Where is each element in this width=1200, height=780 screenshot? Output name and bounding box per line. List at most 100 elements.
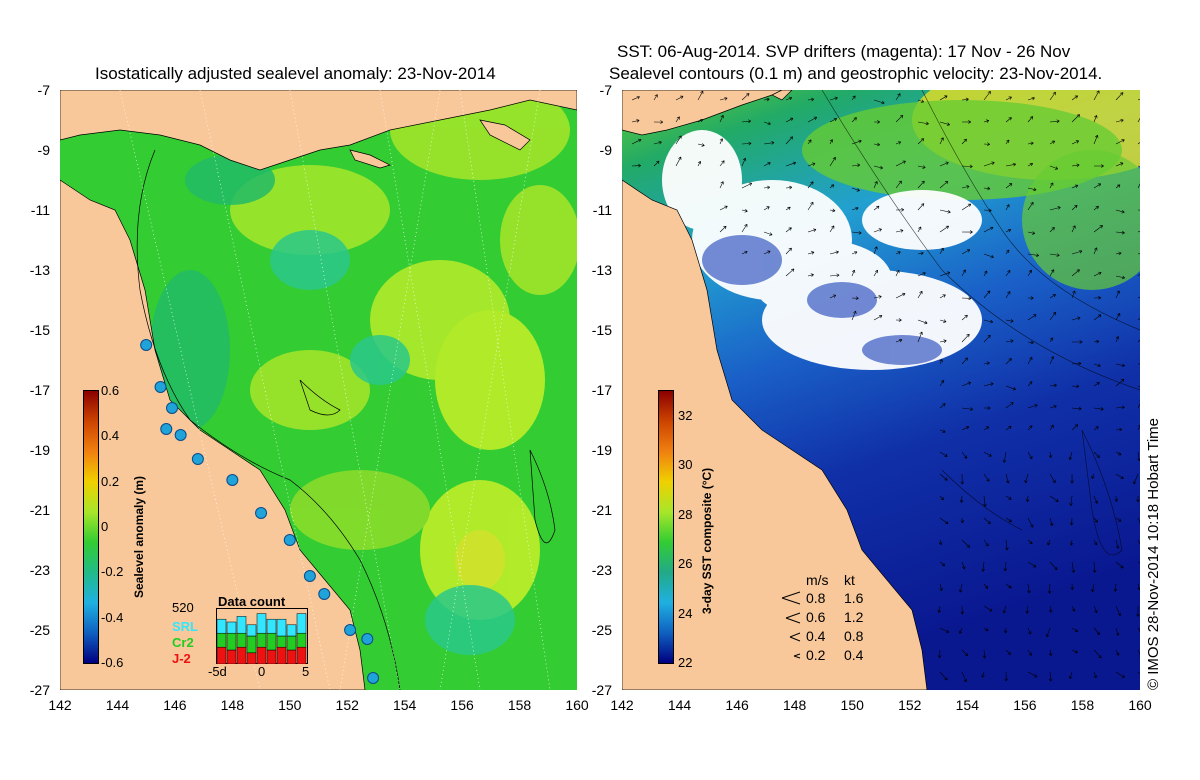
- velocity-arrow: [1005, 649, 1011, 655]
- velocity-arrow: [939, 137, 944, 145]
- velocity-arrow: [939, 209, 951, 214]
- velocity-arrow: [939, 379, 945, 387]
- velocity-arrow: [1071, 361, 1082, 366]
- data-count-bar-cr2: [216, 632, 227, 648]
- right-lat-tick-9: -25: [591, 622, 612, 638]
- velocity-arrow: [961, 249, 971, 255]
- left-lon-tick-9: 160: [565, 697, 589, 713]
- velocity-arrow: [1137, 671, 1140, 675]
- velocity-arrow: [983, 253, 994, 259]
- velocity-arrow: [1027, 96, 1035, 101]
- velocity-arrow: [939, 161, 949, 167]
- velocity-arrow: [1049, 206, 1061, 211]
- velocity-arrow: [939, 451, 948, 457]
- velocity-arrow: [829, 156, 836, 167]
- velocity-arrow: [631, 119, 640, 123]
- tide-gauge-marker: [303, 570, 316, 582]
- velocity-arrow: [1049, 253, 1060, 257]
- velocity-arrow: [829, 250, 839, 255]
- sealevel-colorbar: [83, 390, 99, 664]
- data-count-bar-j2: [236, 646, 247, 664]
- data-count-bar-j2: [286, 649, 297, 664]
- velocity-arrow: [873, 99, 885, 105]
- velocity-arrow: [1093, 451, 1100, 458]
- left-lon-tick-6: 154: [392, 697, 417, 713]
- velocity-arrow: [1071, 384, 1080, 389]
- velocity-arrow: [1027, 340, 1034, 345]
- velocity-arrow: [1071, 249, 1083, 255]
- velocity-arrow: [961, 230, 973, 234]
- sst-colorbar: [658, 390, 674, 664]
- velocity-arrow: [895, 93, 901, 101]
- velocity-arrow: [1027, 627, 1032, 635]
- velocity-arrow: [1115, 92, 1124, 101]
- data-count-bar-cr2: [246, 635, 257, 654]
- velocity-arrow: [983, 495, 987, 507]
- velocity-arrow: [1071, 340, 1083, 344]
- velocity-arrow: [1071, 140, 1080, 145]
- velocity-arrow: [653, 120, 664, 124]
- left-lon-tick-7: 156: [450, 697, 474, 713]
- velocity-arrow: [741, 157, 747, 167]
- velocity-arrow: [895, 208, 905, 212]
- velocity-arrow: [1048, 671, 1053, 682]
- velocity-arrow: [763, 121, 771, 126]
- velocity-arrow: [1137, 316, 1140, 321]
- velocity-arrow: [961, 381, 972, 387]
- velocity-arrow: [1115, 427, 1123, 432]
- velocity-arrow: [917, 121, 929, 126]
- data-count-bar-j2: [216, 646, 227, 664]
- velocity-arrow: [1005, 183, 1013, 189]
- velocity-arrow: [961, 185, 970, 189]
- tide-gauge-marker: [361, 633, 374, 645]
- velocity-arrow: [1093, 627, 1100, 635]
- velocity-arrow: [1071, 605, 1076, 612]
- velocity-arrow: [829, 139, 833, 145]
- velocity-arrow: [851, 163, 861, 168]
- velocity-arrow: [1005, 269, 1011, 277]
- velocity-arrow: [983, 539, 989, 547]
- velocity-arrow: [763, 97, 770, 102]
- sealevel-cb-tick-0: 0.6: [101, 383, 120, 398]
- velocity-arrow: [1137, 451, 1140, 462]
- velocity-arrow: [983, 473, 990, 482]
- velocity-arrow: [1137, 583, 1140, 591]
- velocity-arrow: [829, 273, 840, 278]
- velocity-arrow: [1025, 605, 1030, 614]
- velocity-arrow: [1071, 627, 1079, 632]
- sealevel-cb-tick-4: -0.2: [101, 564, 124, 580]
- velocity-arrow: [961, 120, 971, 124]
- velocity-arrow: [939, 271, 951, 277]
- velocity-arrow: [938, 539, 943, 546]
- velocity-arrow: [917, 272, 926, 277]
- velocity-arrow: [1049, 356, 1055, 365]
- tide-gauge-marker: [154, 381, 167, 393]
- velocity-arrow: [960, 517, 965, 524]
- velocity-arrow: [1049, 91, 1056, 101]
- sst-cb-tick-4: 24: [678, 605, 693, 621]
- data-count-bar-cr2: [256, 632, 267, 648]
- velocity-arrow: [1002, 451, 1007, 463]
- velocity-legend-kt-0: 1.6: [844, 590, 864, 606]
- velocity-arrow: [1115, 405, 1125, 410]
- velocity-arrow: [983, 605, 993, 612]
- left-lon-tick-4: 150: [278, 697, 302, 713]
- right-lon-tick-4: 150: [840, 697, 864, 713]
- velocity-arrow: [1071, 649, 1078, 654]
- velocity-legend-kt-1: 1.2: [844, 609, 864, 625]
- velocity-arrow: [1071, 561, 1076, 573]
- velocity-arrow: [961, 539, 970, 548]
- velocity-arrow: [829, 96, 838, 101]
- velocity-arrow: [961, 561, 966, 570]
- velocity-arrow: [1005, 96, 1012, 101]
- velocity-arrow: [785, 227, 792, 233]
- velocity-arrow: [873, 295, 882, 299]
- velocity-arrow: [829, 184, 835, 189]
- right-lat-tick-3: -13: [591, 262, 612, 278]
- left-lat-tick-1: -9: [37, 142, 50, 158]
- sealevel-cb-tick-1: 0.4: [101, 428, 120, 444]
- velocity-arrow: [1137, 627, 1140, 632]
- velocity-arrow: [719, 181, 724, 189]
- velocity-arrow: [1027, 561, 1037, 568]
- velocity-arrow: [983, 208, 992, 213]
